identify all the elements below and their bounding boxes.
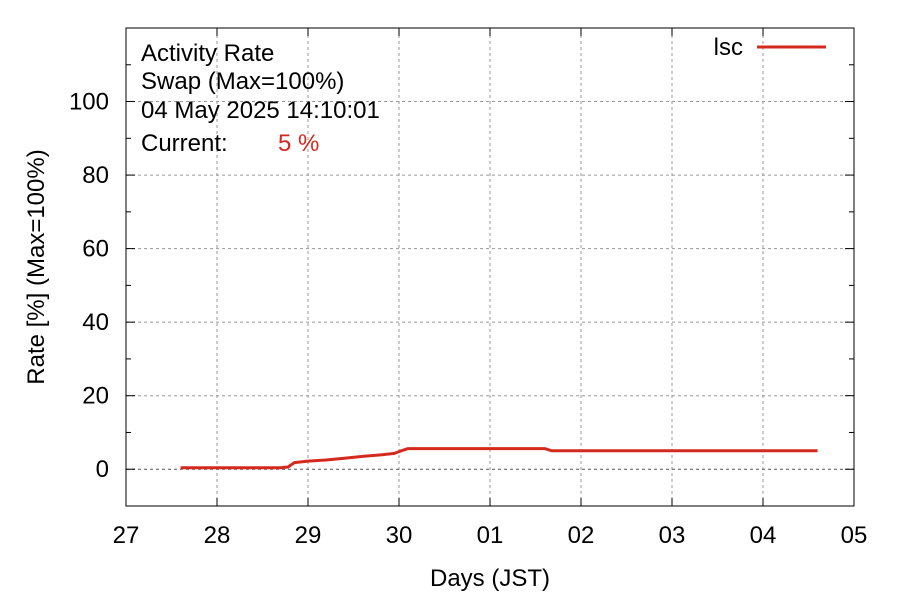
x-tick-label: 02: [568, 522, 595, 549]
x-tick-label: 29: [295, 522, 322, 549]
plot-frame: [125, 27, 855, 507]
y-tick-labels: 0 20 40 60 80 100: [69, 89, 109, 484]
y-tick-label: 60: [82, 236, 109, 263]
title-line-2: Swap (Max=100%): [141, 68, 344, 95]
x-tick-label: 28: [204, 522, 231, 549]
x-tick-label: 30: [386, 522, 413, 549]
current-label: Current:: [141, 130, 228, 157]
y-tick-label: 0: [96, 456, 109, 483]
y-tick-label: 100: [69, 89, 109, 116]
legend: lsc: [714, 34, 826, 61]
x-tick-label: 05: [841, 522, 868, 549]
title-line-3: 04 May 2025 14:10:01: [141, 97, 380, 124]
grid-lines: [126, 28, 854, 506]
y-tick-label: 80: [82, 162, 109, 189]
x-tick-label: 01: [477, 522, 504, 549]
x-tick-label: 27: [113, 522, 140, 549]
current-value: 5 %: [278, 130, 319, 157]
title-line-1: Activity Rate: [141, 40, 274, 67]
y-tick-label: 20: [82, 383, 109, 410]
x-tick-label: 03: [659, 522, 686, 549]
x-tick-label: 04: [750, 522, 777, 549]
x-tick-labels: 27 28 29 30 01 02 03 04 05: [113, 522, 868, 549]
legend-label: lsc: [714, 34, 743, 61]
series-layer: [180, 447, 818, 470]
series-line-lsc: [180, 447, 818, 470]
y-tick-label: 40: [82, 309, 109, 336]
y-axis-label: Rate [%] (Max=100%): [23, 149, 50, 384]
x-axis-label: Days (JST): [430, 565, 550, 592]
